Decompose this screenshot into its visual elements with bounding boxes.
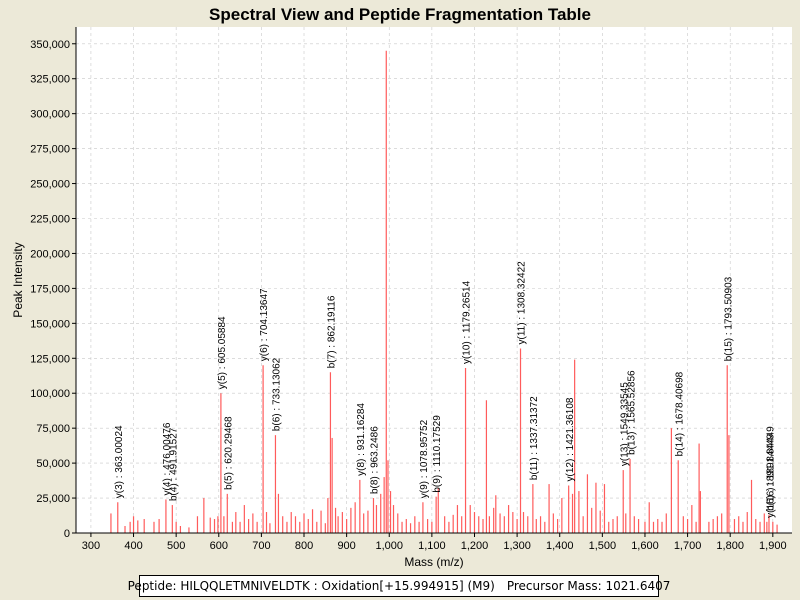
x-tick-label: 800	[295, 540, 313, 552]
y-tick-label: 0	[64, 528, 70, 540]
fragment-label: b(7) : 862.19116	[327, 295, 338, 368]
fragment-label: y(5) : 605.05884	[217, 316, 228, 389]
x-axis-label: Mass (m/z)	[404, 555, 463, 569]
fragment-label: b(11) : 1337.31372	[529, 396, 540, 480]
x-tick-label: 400	[124, 540, 142, 552]
fragment-label: y(11) : 1308.32422	[517, 261, 528, 345]
y-tick-label: 175,000	[30, 283, 70, 295]
y-axis-ticks: 0 25,000 50,000 75,000 100,000 125,000 150,000…	[30, 39, 76, 540]
fragment-label: b(8) : 963.2486	[370, 426, 381, 494]
y-tick-label: 275,000	[30, 144, 70, 156]
fragment-label: b(6) : 733.13062	[272, 357, 283, 431]
fragment-label: y(3) : 363.00024	[114, 425, 125, 498]
fragment-label: b(4) : 491.91527	[169, 427, 180, 501]
x-tick-label: 1,400	[546, 540, 574, 552]
fragment-label: b(15) : 1793.50903	[723, 276, 734, 361]
x-tick-label: 1,600	[631, 540, 659, 552]
fragment-label: y(12) : 1421.36108	[565, 397, 576, 481]
y-tick-label: 25,000	[36, 493, 70, 505]
y-axis-label: Peak Intensity	[11, 242, 25, 317]
x-tick-label: 600	[210, 540, 228, 552]
x-tick-label: 1,900	[759, 540, 787, 552]
precursor-mass-text: Precursor Mass: 1021.6407	[506, 579, 671, 593]
x-tick-label: 1,800	[716, 540, 744, 552]
x-tick-label: 1,300	[503, 540, 531, 552]
fragment-label: b(5) : 620.29468	[223, 416, 234, 490]
y-tick-label: 125,000	[30, 353, 70, 365]
fragment-label: y(9) : 1078.95752	[419, 419, 430, 498]
x-axis-ticks: 300 400 500 600 700 800 900 1,000 1,100 1,200 1,30…	[82, 533, 787, 552]
y-tick-label: 300,000	[30, 109, 70, 121]
fragment-label: y(16) : 1891.84449	[765, 433, 776, 517]
x-tick-label: 700	[252, 540, 270, 552]
y-tick-label: 50,000	[36, 458, 70, 470]
fragment-label: b(14) : 1678.40698	[674, 371, 685, 456]
y-tick-label: 200,000	[30, 248, 70, 260]
chart-title: Spectral View and Peptide Fragmentation …	[209, 5, 591, 24]
y-tick-label: 225,000	[30, 213, 70, 225]
fragment-label: y(13) : 1549.33545	[619, 382, 630, 466]
x-tick-label: 1,100	[418, 540, 446, 552]
y-tick-label: 100,000	[30, 388, 70, 400]
peak-series	[110, 50, 778, 533]
peptide-info-box: Peptide: HILQQLETMNIVELDTK : Oxidation[+…	[128, 575, 670, 597]
x-tick-label: 1,200	[461, 540, 489, 552]
x-tick-label: 1,500	[589, 540, 617, 552]
y-tick-label: 150,000	[30, 318, 70, 330]
plot-area	[76, 27, 792, 533]
fragment-label: b(13) : 1565.52856	[626, 370, 637, 455]
x-tick-label: 300	[82, 540, 100, 552]
fragment-label: y(6) : 704.13647	[259, 288, 270, 361]
x-tick-label: 500	[167, 540, 185, 552]
fragment-label: b(9) : 1110.17529	[432, 415, 443, 493]
fragment-label: y(8) : 931.16284	[356, 403, 367, 476]
fragment-label: y(10) : 1179.26514	[462, 280, 473, 364]
x-tick-label: 900	[337, 540, 355, 552]
y-tick-label: 325,000	[30, 74, 70, 86]
y-tick-label: 350,000	[30, 39, 70, 51]
y-tick-label: 250,000	[30, 179, 70, 191]
y-tick-label: 75,000	[36, 423, 70, 435]
fragment-label: y(4) : 476.00476	[162, 422, 173, 495]
fragment-label: b(16) : 1891.84449	[765, 426, 776, 511]
x-tick-label: 1,700	[674, 540, 702, 552]
x-tick-label: 1,000	[375, 540, 403, 552]
peptide-text: Peptide: HILQQLETMNIVELDTK : Oxidation[+…	[127, 579, 495, 593]
